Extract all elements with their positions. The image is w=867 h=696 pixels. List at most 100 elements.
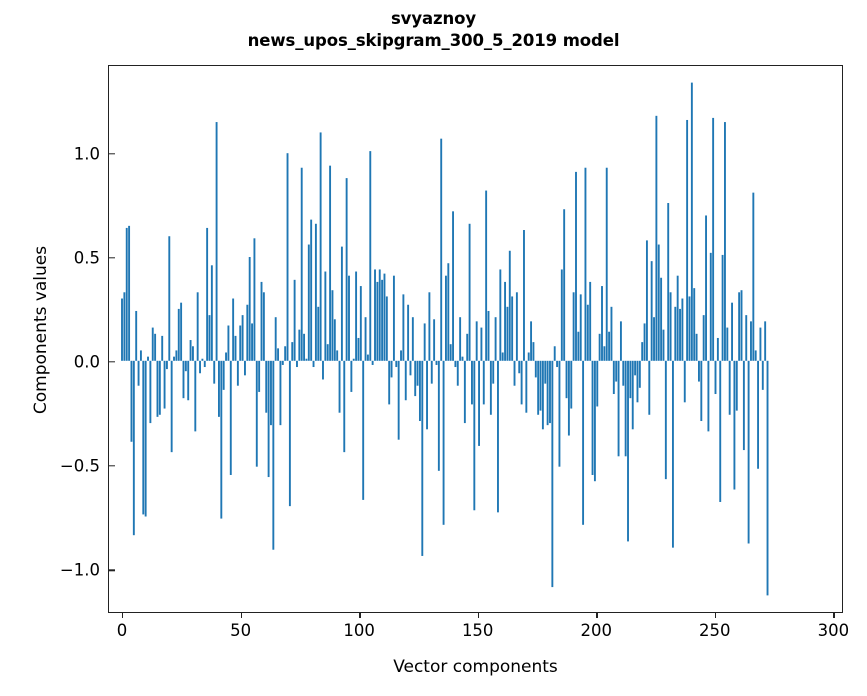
bar	[336, 350, 339, 361]
bar	[241, 315, 244, 361]
bar	[317, 306, 320, 361]
bar	[307, 244, 310, 361]
bar	[669, 292, 672, 361]
bar	[504, 281, 507, 361]
bar	[215, 122, 218, 361]
bar	[759, 327, 762, 361]
chart-title: svyaznoy news_upos_skipgram_300_5_2019 m…	[0, 8, 867, 52]
bar	[265, 360, 268, 413]
bar	[135, 310, 138, 361]
bar	[586, 304, 589, 361]
bar	[544, 360, 547, 384]
bar	[378, 269, 381, 361]
x-tick-label: 50	[230, 621, 252, 640]
bar	[745, 315, 748, 361]
bar	[272, 360, 275, 550]
bar	[638, 360, 641, 388]
bar	[435, 360, 438, 365]
bar	[579, 294, 582, 361]
bar	[149, 360, 152, 424]
bar	[255, 360, 258, 467]
bar	[523, 230, 525, 361]
bar	[220, 360, 223, 519]
bar	[182, 360, 185, 399]
bar	[395, 360, 398, 368]
bar	[281, 360, 284, 365]
bar	[700, 360, 703, 422]
bar	[319, 132, 322, 361]
bar	[461, 356, 464, 361]
bar	[132, 360, 135, 536]
bar	[688, 296, 691, 361]
bar	[690, 82, 693, 361]
bar	[681, 298, 684, 361]
bar	[177, 308, 180, 361]
bar	[199, 360, 201, 374]
bar	[288, 360, 291, 507]
bar	[641, 342, 644, 361]
bar	[478, 360, 480, 446]
bar	[433, 319, 436, 361]
bar	[702, 315, 705, 361]
bar	[189, 340, 192, 361]
y-axis-label: Components values	[31, 245, 51, 415]
bar	[248, 257, 251, 361]
bar	[456, 360, 459, 386]
bar	[707, 360, 710, 432]
bar	[601, 286, 603, 361]
bar	[520, 360, 523, 405]
bar	[359, 286, 362, 361]
bar	[232, 298, 235, 361]
bar	[572, 292, 575, 361]
bar	[489, 360, 492, 415]
x-tick-mark	[477, 612, 480, 618]
bar	[385, 296, 388, 361]
bar	[705, 215, 707, 361]
bar	[645, 240, 648, 361]
bar	[194, 360, 197, 432]
bar	[296, 360, 298, 368]
chart-title-line-1: svyaznoy	[390, 9, 477, 28]
bar	[709, 252, 712, 361]
bar	[388, 360, 391, 405]
bar	[130, 360, 133, 442]
bar	[416, 360, 419, 386]
bar	[426, 360, 428, 430]
bar	[213, 360, 216, 384]
bar	[357, 337, 360, 361]
x-tick-label: 150	[461, 621, 494, 640]
bar	[298, 329, 301, 361]
bar	[128, 225, 131, 361]
bar	[612, 360, 615, 395]
x-tick-label: 0	[116, 621, 128, 640]
bar	[549, 360, 551, 424]
bar	[170, 360, 173, 453]
y-tick-mark	[109, 465, 115, 467]
bar	[442, 360, 445, 525]
bar	[766, 360, 769, 596]
bar	[508, 250, 511, 361]
bar	[482, 360, 485, 405]
chart-title-line-2: news_upos_skipgram_300_5_2019 model	[247, 31, 620, 50]
bar	[452, 211, 454, 361]
bar	[676, 275, 679, 361]
bar	[518, 360, 521, 374]
bar	[733, 360, 736, 490]
bar	[556, 360, 559, 368]
x-tick-mark	[240, 612, 242, 618]
bar	[277, 348, 280, 361]
bar	[497, 360, 499, 513]
bar	[466, 333, 469, 361]
bar	[447, 263, 450, 361]
bar	[553, 346, 556, 361]
bar	[582, 360, 585, 525]
bar	[679, 308, 681, 361]
x-axis-label: Vector components	[393, 657, 558, 677]
bar	[267, 360, 270, 478]
bar	[653, 317, 655, 361]
bar	[210, 265, 213, 361]
bar	[284, 346, 287, 361]
bar	[430, 360, 433, 384]
bar	[603, 346, 606, 361]
bar	[366, 354, 369, 361]
